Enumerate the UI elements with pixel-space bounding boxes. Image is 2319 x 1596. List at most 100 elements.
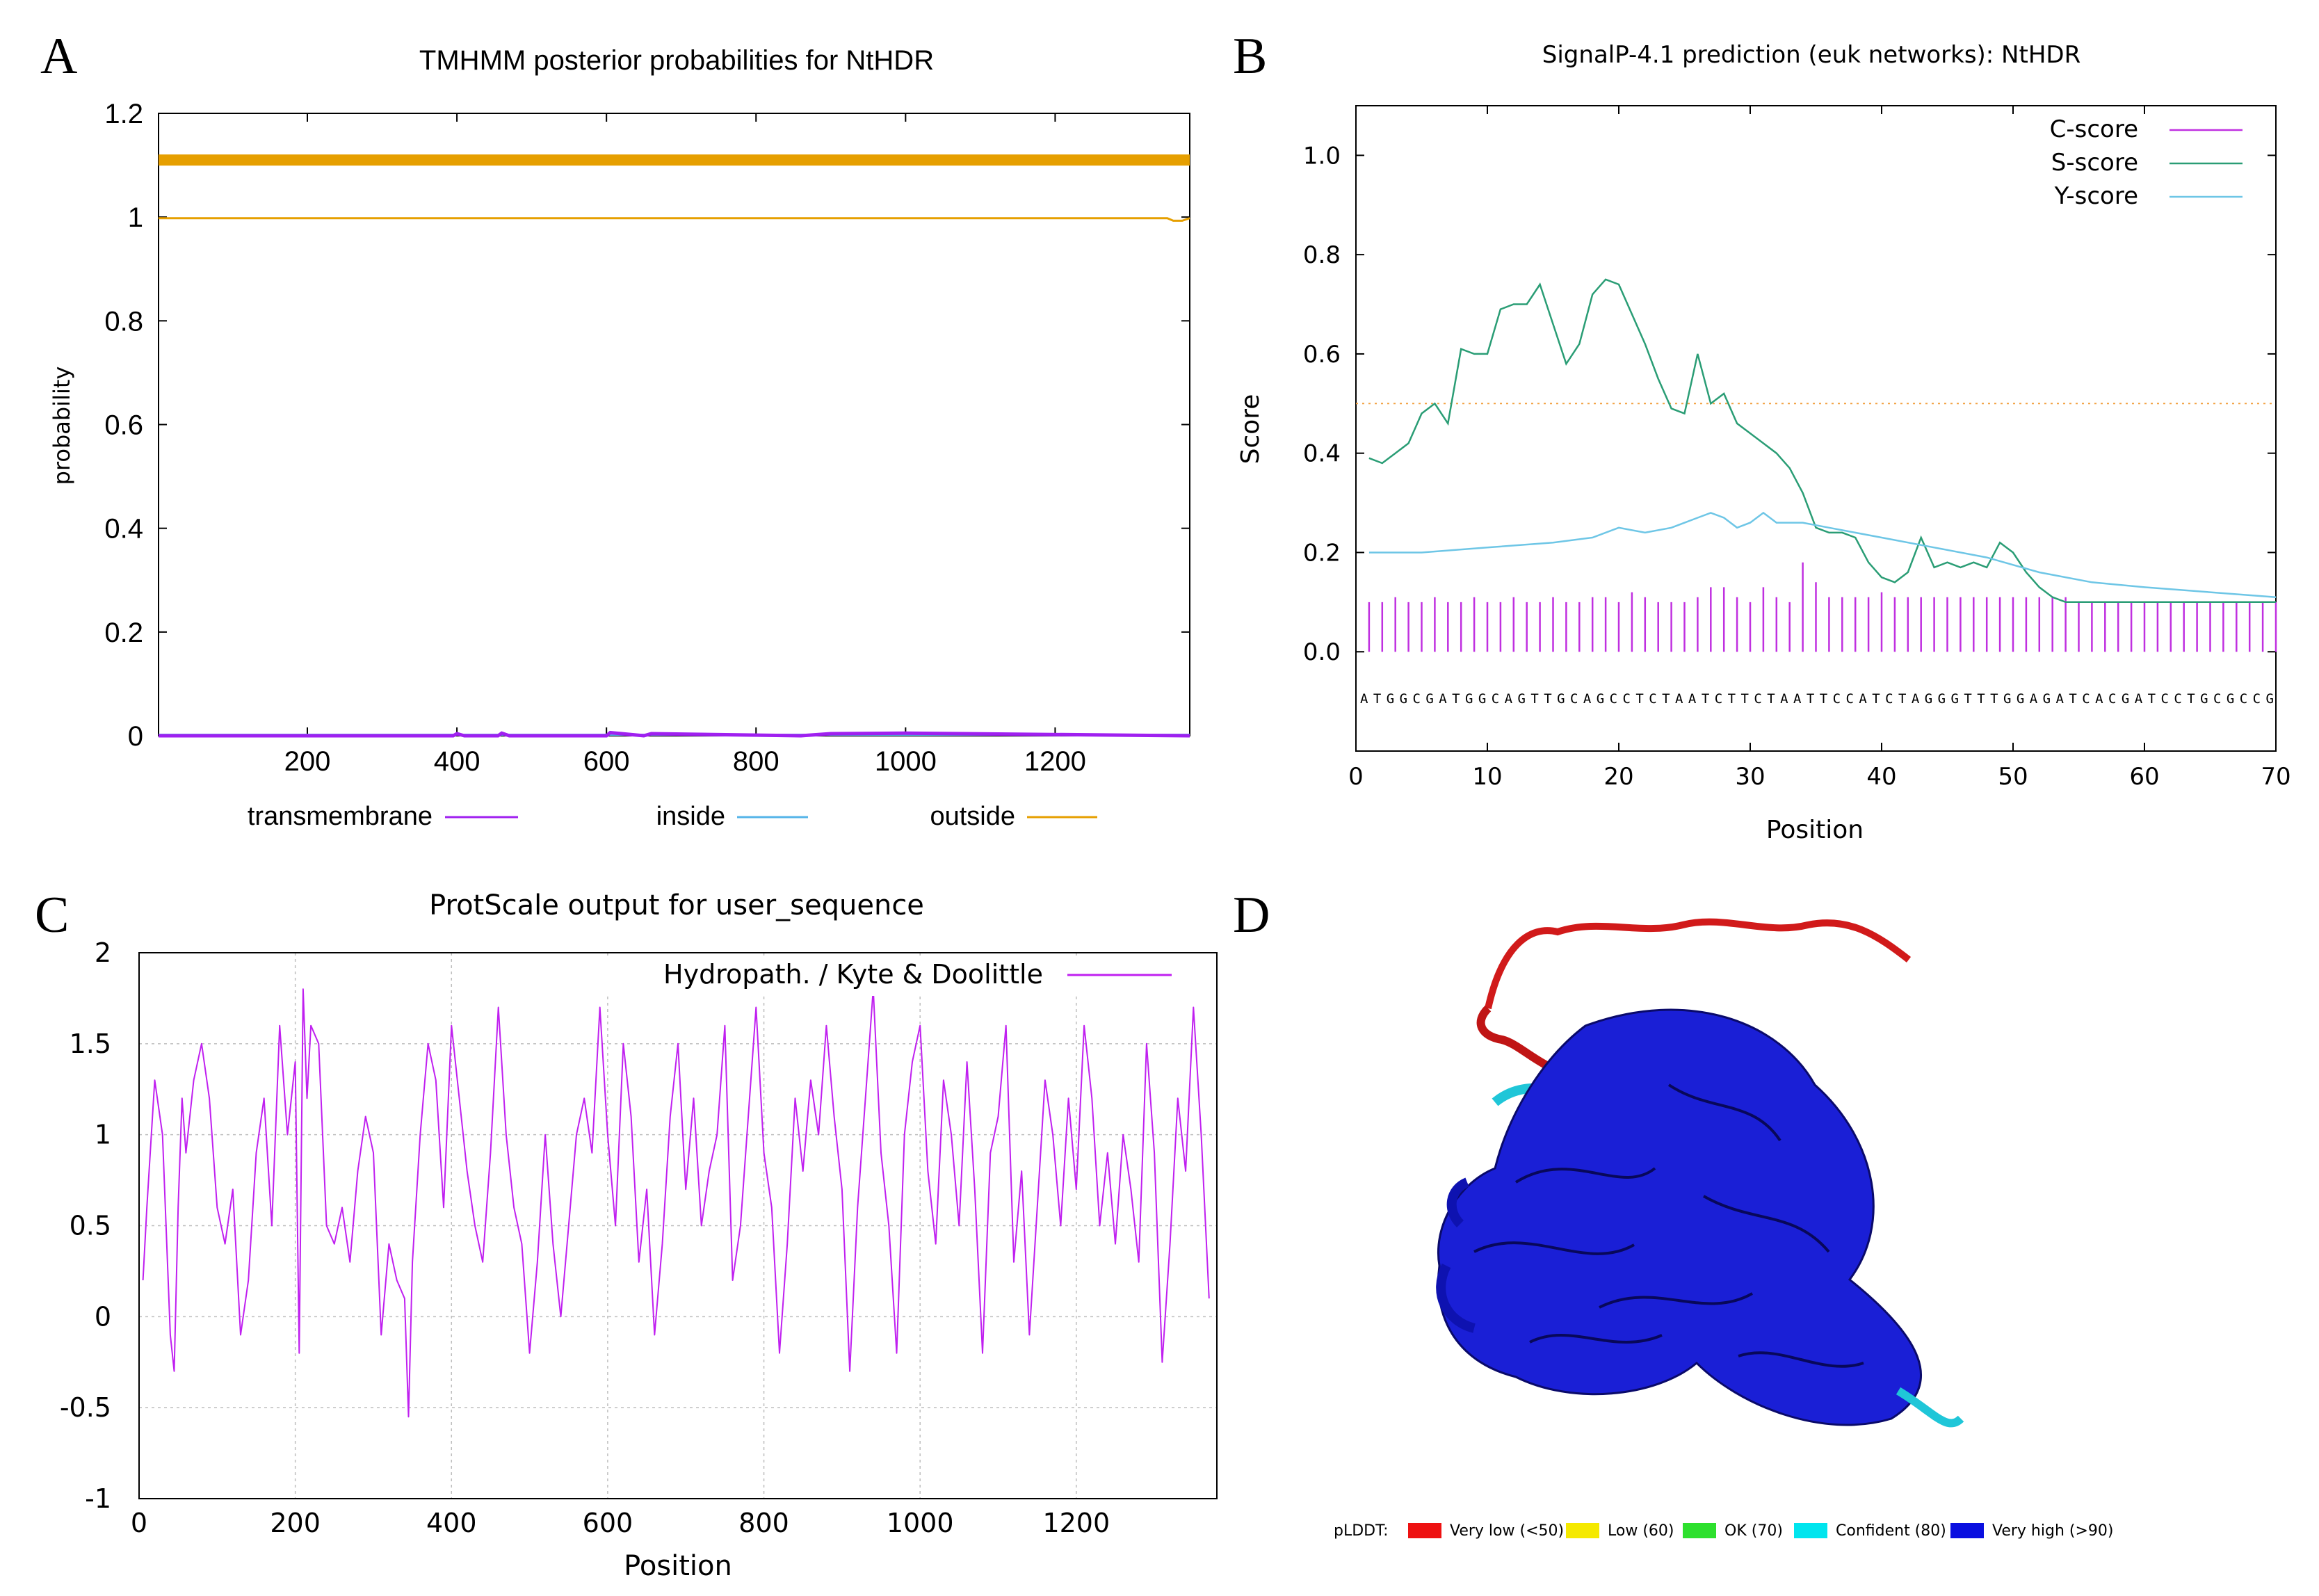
legend-b: C-score S-score Y-score bbox=[2050, 115, 2243, 210]
x-tick-label-a: 200 bbox=[284, 746, 331, 777]
x-tick-label-c: 600 bbox=[583, 1508, 633, 1538]
x-axis-label-b: Position bbox=[1766, 816, 1864, 844]
transmembrane-line bbox=[159, 730, 1190, 738]
s-score-line bbox=[1368, 278, 2276, 604]
plot-frame-b bbox=[1355, 105, 2277, 752]
x-tick-label-c: 1000 bbox=[887, 1508, 954, 1538]
legend-label-y-score: Y-score bbox=[2054, 182, 2138, 210]
panel-b: B SignalP-4.1 prediction (euk networks):… bbox=[1233, 28, 2291, 844]
plot-frame-c bbox=[138, 952, 1218, 1499]
chart-title-c: ProtScale output for user_sequence bbox=[429, 889, 924, 921]
axis-ticks-b: 0 10 20 30 40 50 60 70 0.0 0.2 0.4 0.6 0.8 1.0 bbox=[1303, 106, 2291, 791]
y-tick-label-a: 0.6 bbox=[104, 410, 143, 441]
y-tick-label-c: 0 bbox=[95, 1301, 111, 1332]
panel-c: C ProtScale output for user_sequence Pos… bbox=[35, 887, 1218, 1582]
x-tick-label-a: 800 bbox=[733, 746, 779, 777]
x-tick-label-b: 30 bbox=[1735, 763, 1765, 791]
panel-d: D pLDDT: Very low (<50) Low (60) OK (70)… bbox=[1233, 887, 2114, 1540]
low-confidence-tail bbox=[1485, 918, 1912, 1010]
chart-title-b: SignalP-4.1 prediction (euk networks): N… bbox=[1542, 41, 2080, 69]
x-tick-label-b: 20 bbox=[1603, 763, 1633, 791]
axis-ticks-a: 200 400 600 800 1000 1200 0 0.2 0.4 0.6 0.8 1 1.2 bbox=[104, 99, 1190, 777]
x-tick-label-a: 600 bbox=[583, 746, 630, 777]
x-tick-label-b: 40 bbox=[1866, 763, 1896, 791]
y-tick-label-b: 0.8 bbox=[1303, 241, 1341, 269]
y-tick-label-c: -1 bbox=[85, 1483, 111, 1514]
legend-label-c-score: C-score bbox=[2050, 115, 2138, 143]
plddt-label-ok: OK (70) bbox=[1724, 1522, 1783, 1540]
plddt-swatch-very-low bbox=[1408, 1523, 1441, 1538]
plddt-swatch-confident bbox=[1794, 1523, 1827, 1538]
legend-label-inside: inside bbox=[656, 802, 725, 831]
y-tick-label-a: 1.2 bbox=[104, 99, 143, 129]
y-tick-label-c: -0.5 bbox=[60, 1392, 111, 1423]
y-tick-label-c: 1.5 bbox=[70, 1029, 111, 1059]
y-tick-label-a: 0.4 bbox=[104, 514, 143, 545]
legend-label-hydropathy: Hydropath. / Kyte & Doolittle bbox=[663, 959, 1043, 990]
backbone-strands bbox=[1473, 1083, 1864, 1368]
x-tick-label-b: 10 bbox=[1472, 763, 1502, 791]
x-tick-label-a: 1200 bbox=[1024, 746, 1086, 777]
plddt-label-confident: Confident (80) bbox=[1836, 1522, 1946, 1540]
plot-frame-a bbox=[158, 113, 1190, 736]
tail-helix bbox=[1476, 1005, 1553, 1072]
y-tick-label-b: 0.2 bbox=[1303, 539, 1341, 567]
sequence-track: ATGGCGATGGCAGTTGCAGCCTCTAATCTTCTAATTCCAT… bbox=[1360, 691, 2274, 707]
plddt-swatch-low bbox=[1566, 1523, 1599, 1538]
x-tick-label-c: 1200 bbox=[1042, 1508, 1110, 1538]
chart-title-a: TMHMM posterior probabilities for NtHDR bbox=[419, 45, 934, 76]
y-tick-label-a: 1 bbox=[128, 202, 143, 233]
plddt-label-very-low: Very low (<50) bbox=[1450, 1522, 1564, 1540]
x-tick-label-c: 400 bbox=[426, 1508, 477, 1538]
y-tick-label-c: 1 bbox=[95, 1120, 111, 1150]
x-tick-label-c: 800 bbox=[738, 1508, 789, 1538]
series-group-a bbox=[159, 154, 1190, 738]
c-score-bars bbox=[1368, 562, 2277, 652]
x-tick-label-b: 0 bbox=[1348, 763, 1364, 791]
y-tick-label-b: 0.6 bbox=[1303, 341, 1341, 369]
y-score-line bbox=[1368, 511, 2277, 598]
y-axis-label-a: probability bbox=[49, 366, 75, 485]
panel-label-c: C bbox=[35, 887, 69, 944]
x-tick-label-b: 60 bbox=[2129, 763, 2159, 791]
x-tick-label-b: 70 bbox=[2261, 763, 2290, 791]
protein-structure-illustration bbox=[1436, 918, 1964, 1428]
axis-ticks-c: 0 200 400 600 800 1000 1200 -1 -0.5 0 0.5 1 1.5 2 bbox=[60, 937, 1110, 1538]
legend-label-transmembrane: transmembrane bbox=[248, 802, 433, 831]
c-terminal-confident bbox=[1896, 1387, 1964, 1428]
panel-label-b: B bbox=[1233, 28, 1267, 85]
panel-label-d: D bbox=[1233, 887, 1270, 944]
y-axis-label-b: Score bbox=[1236, 394, 1265, 465]
y-tick-label-b: 0.0 bbox=[1303, 638, 1341, 666]
folded-core bbox=[1437, 1008, 1922, 1426]
legend-label-outside: outside bbox=[930, 802, 1015, 831]
y-tick-label-c: 0.5 bbox=[70, 1211, 111, 1241]
plddt-swatch-ok bbox=[1683, 1523, 1716, 1538]
x-tick-label-c: 200 bbox=[270, 1508, 321, 1538]
plddt-swatch-very-high bbox=[1950, 1523, 1984, 1538]
core-helices bbox=[1436, 1177, 1476, 1333]
legend-a: transmembrane inside outside bbox=[248, 802, 1097, 831]
plddt-legend: pLDDT: Very low (<50) Low (60) OK (70) C… bbox=[1334, 1522, 2114, 1540]
outside-line bbox=[159, 217, 1190, 222]
x-axis-label-c: Position bbox=[624, 1550, 732, 1582]
panel-a: A TMHMM posterior probabilities for NtHD… bbox=[40, 28, 1190, 831]
plddt-label-very-high: Very high (>90) bbox=[1992, 1522, 2114, 1540]
y-tick-label-b: 0.4 bbox=[1303, 440, 1341, 468]
x-tick-label-c: 0 bbox=[131, 1508, 147, 1538]
legend-c: Hydropath. / Kyte & Doolittle bbox=[549, 958, 1179, 996]
hydropathy-line bbox=[142, 988, 1210, 1418]
y-tick-label-a: 0.2 bbox=[104, 618, 143, 648]
y-tick-label-a: 0 bbox=[128, 721, 143, 752]
plddt-label-low: Low (60) bbox=[1608, 1522, 1674, 1540]
plddt-legend-title: pLDDT: bbox=[1334, 1522, 1389, 1540]
x-tick-label-b: 50 bbox=[1998, 763, 2028, 791]
x-tick-label-a: 400 bbox=[434, 746, 480, 777]
y-tick-label-c: 2 bbox=[95, 937, 111, 968]
panel-label-a: A bbox=[40, 28, 77, 85]
x-tick-label-a: 1000 bbox=[875, 746, 937, 777]
y-tick-label-b: 1.0 bbox=[1303, 142, 1341, 170]
y-tick-label-a: 0.8 bbox=[104, 306, 143, 337]
legend-label-s-score: S-score bbox=[2051, 149, 2138, 177]
